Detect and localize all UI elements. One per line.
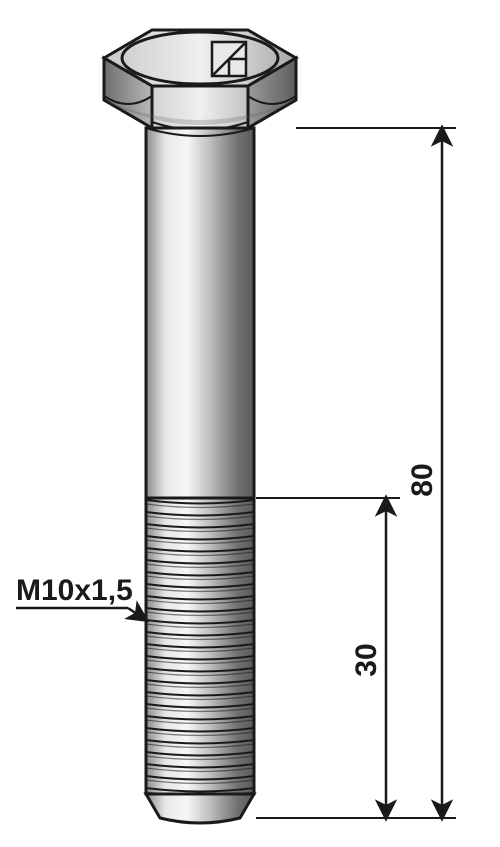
bolt-shank [146, 128, 254, 498]
dimension-thread-spec: M10x1,5 [16, 574, 146, 620]
bolt-diagram: 80 30 M10x1,5 [0, 0, 500, 847]
dim-overall-value: 80 [406, 463, 439, 496]
dim-thread-value: 30 [350, 643, 383, 676]
dimension-thread-length: 30 [256, 498, 400, 818]
bolt-thread [146, 498, 254, 823]
dimension-overall-length: 80 [256, 128, 456, 818]
bolt-head [104, 30, 296, 130]
head-marking-icon [212, 42, 246, 76]
thread-spec-value: M10x1,5 [16, 574, 133, 607]
